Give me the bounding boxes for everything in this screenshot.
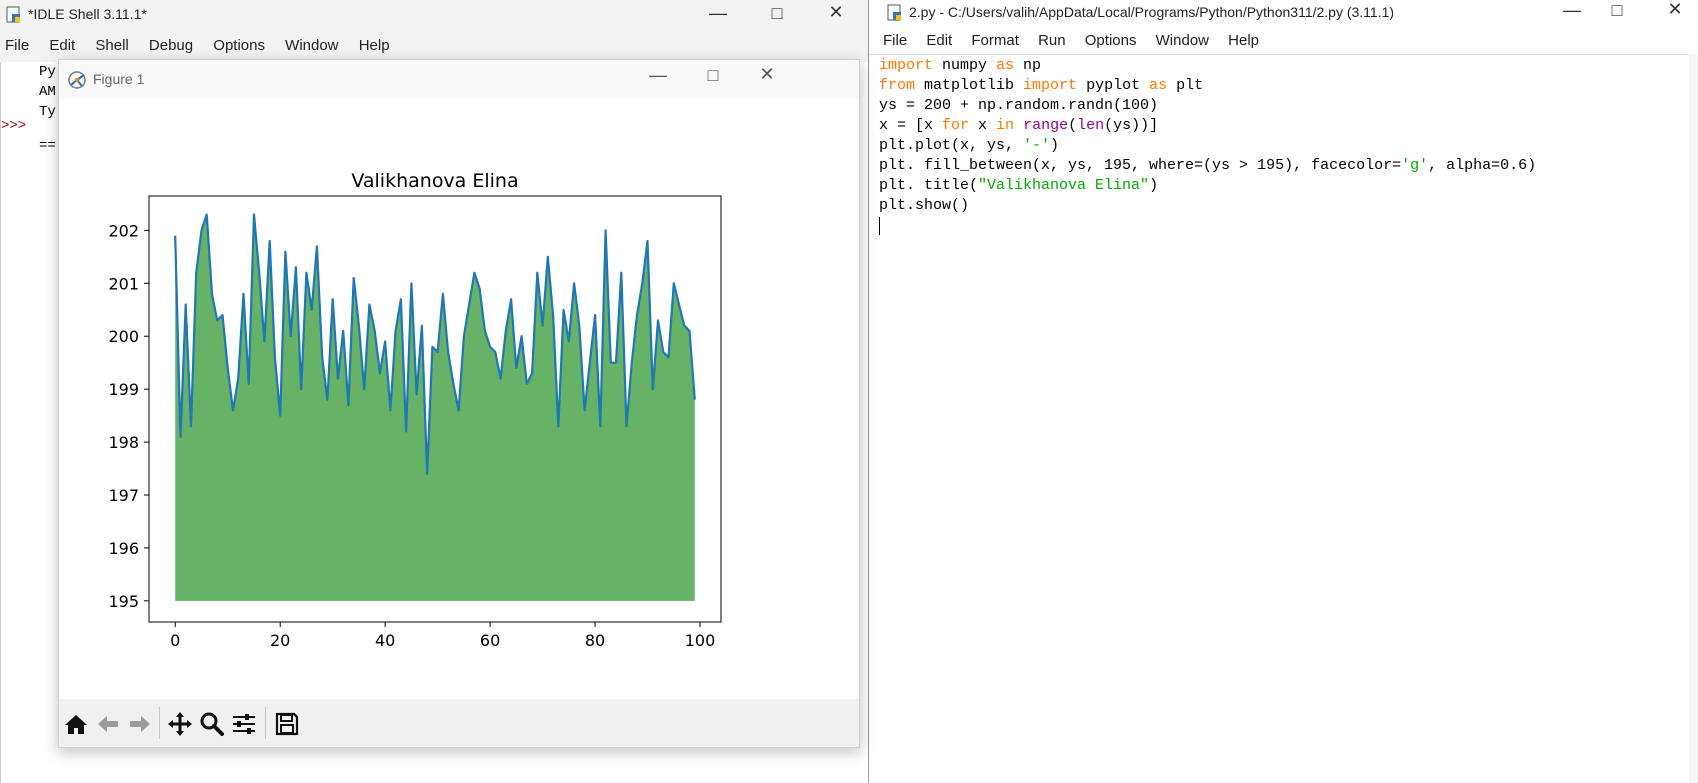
shell-menu-window[interactable]: Window: [285, 37, 339, 54]
editor-maximize-button[interactable]: □: [1611, 0, 1623, 20]
code-line: plt.plot(x, ys, '-'): [879, 137, 1060, 154]
y-tick-label: 195: [108, 592, 139, 611]
code-editor[interactable]: import numpy as np from matplotlib import…: [879, 56, 1679, 756]
x-tick-label: 80: [585, 631, 605, 650]
y-tick-label: 201: [108, 274, 139, 293]
shell-menu-options[interactable]: Options: [213, 37, 265, 54]
shell-banner-line: AM: [39, 84, 56, 100]
figure-maximize-button[interactable]: □: [707, 65, 719, 85]
back-arrow-icon[interactable]: [93, 709, 123, 739]
editor-scrollbar[interactable]: [1689, 54, 1698, 783]
editor-menu-edit[interactable]: Edit: [926, 32, 953, 49]
y-tick-label: 199: [108, 380, 139, 399]
figure-close-button[interactable]: ✕: [759, 64, 775, 84]
x-tick-label: 60: [480, 631, 500, 650]
shell-window-title: *IDLE Shell 3.11.1*: [28, 6, 147, 22]
code-line: plt. fill_between(x, ys, 195, where=(ys …: [879, 157, 1537, 174]
shell-minimize-button[interactable]: —: [709, 3, 727, 23]
python-file-icon: [6, 6, 22, 29]
series-line: [174, 213, 696, 475]
editor-titlebar[interactable]: 2.py - C:/Users/valih/AppData/Local/Prog…: [869, 0, 1698, 30]
shell-menu-shell[interactable]: Shell: [95, 37, 129, 54]
editor-menu-help[interactable]: Help: [1228, 32, 1260, 49]
chart-title: Valikhanova Elina: [351, 170, 518, 192]
x-tick-label: 100: [685, 631, 716, 650]
shell-maximize-button[interactable]: □: [771, 3, 783, 23]
shell-menu-file[interactable]: File: [5, 37, 30, 54]
plot-frame: [148, 195, 722, 623]
figure-canvas[interactable]: 195 196 197 198 199 200 201 202 0 20 40 60 80 100 Vali…: [59, 98, 859, 699]
code-line: x = [x for x in range(len(ys))]: [879, 117, 1159, 134]
toolbar-separator: [265, 707, 266, 739]
code-line: plt.show(): [879, 197, 970, 214]
home-icon[interactable]: [61, 709, 91, 739]
shell-restart-marker: ==: [39, 138, 56, 154]
configure-subplots-icon[interactable]: [229, 709, 259, 739]
x-tick-label: 40: [375, 631, 395, 650]
figure-window-title: Figure 1: [93, 71, 145, 87]
editor-minimize-button[interactable]: —: [1563, 0, 1581, 20]
text-cursor: [879, 217, 880, 235]
y-tick-label: 202: [108, 221, 139, 240]
editor-menu-run[interactable]: Run: [1038, 32, 1066, 49]
shell-banner-line: Py: [39, 64, 56, 80]
toolbar-separator: [159, 707, 160, 739]
shell-titlebar[interactable]: *IDLE Shell 3.11.1* — □ ✕: [0, 0, 868, 30]
shell-menubar: File Edit Shell Debug Options Window Hel…: [0, 30, 868, 62]
code-line: import numpy as np: [879, 57, 1042, 74]
pan-icon[interactable]: [165, 709, 195, 739]
shell-menu-edit[interactable]: Edit: [49, 37, 76, 54]
editor-menu-format[interactable]: Format: [971, 32, 1019, 49]
forward-arrow-icon[interactable]: [125, 709, 155, 739]
x-tick-label: 0: [170, 631, 180, 650]
figure-titlebar[interactable]: Figure 1 — □ ✕: [59, 60, 859, 98]
code-line: plt. title("Valikhanova Elina"): [879, 177, 1159, 194]
python-file-icon: [887, 4, 903, 27]
editor-menubar: File Edit Format Run Options Window Help: [869, 28, 1698, 55]
editor-window: 2.py - C:/Users/valih/AppData/Local/Prog…: [868, 0, 1698, 783]
shell-menu-debug[interactable]: Debug: [148, 37, 194, 54]
editor-menu-file[interactable]: File: [883, 32, 908, 49]
zoom-icon[interactable]: [197, 709, 227, 739]
matplotlib-figure-window: Figure 1 — □ ✕ 195 196 197 198 199 200 201 202 0…: [58, 59, 860, 748]
code-line: ys = 200 + np.random.randn(100): [879, 97, 1159, 114]
matplotlib-logo-icon: [67, 70, 87, 95]
shell-close-button[interactable]: ✕: [828, 2, 844, 22]
code-line: from matplotlib import pyplot as plt: [879, 77, 1204, 94]
editor-menu-options[interactable]: Options: [1084, 32, 1137, 49]
y-tick-label: 197: [108, 486, 139, 505]
shell-menu-help[interactable]: Help: [358, 37, 390, 54]
figure-toolbar: [59, 699, 859, 747]
save-icon[interactable]: [272, 709, 302, 739]
figure-minimize-button[interactable]: —: [649, 65, 667, 85]
x-tick-label: 20: [270, 631, 290, 650]
y-tick-label: 196: [108, 539, 139, 558]
y-tick-label: 200: [108, 327, 139, 346]
y-tick-label: 198: [108, 433, 139, 452]
editor-menu-window[interactable]: Window: [1155, 32, 1209, 49]
shell-prompt: >>>: [1, 118, 27, 134]
editor-window-title: 2.py - C:/Users/valih/AppData/Local/Prog…: [909, 4, 1395, 20]
shell-banner-line: Ty: [39, 104, 56, 120]
editor-close-button[interactable]: ✕: [1667, 0, 1683, 19]
